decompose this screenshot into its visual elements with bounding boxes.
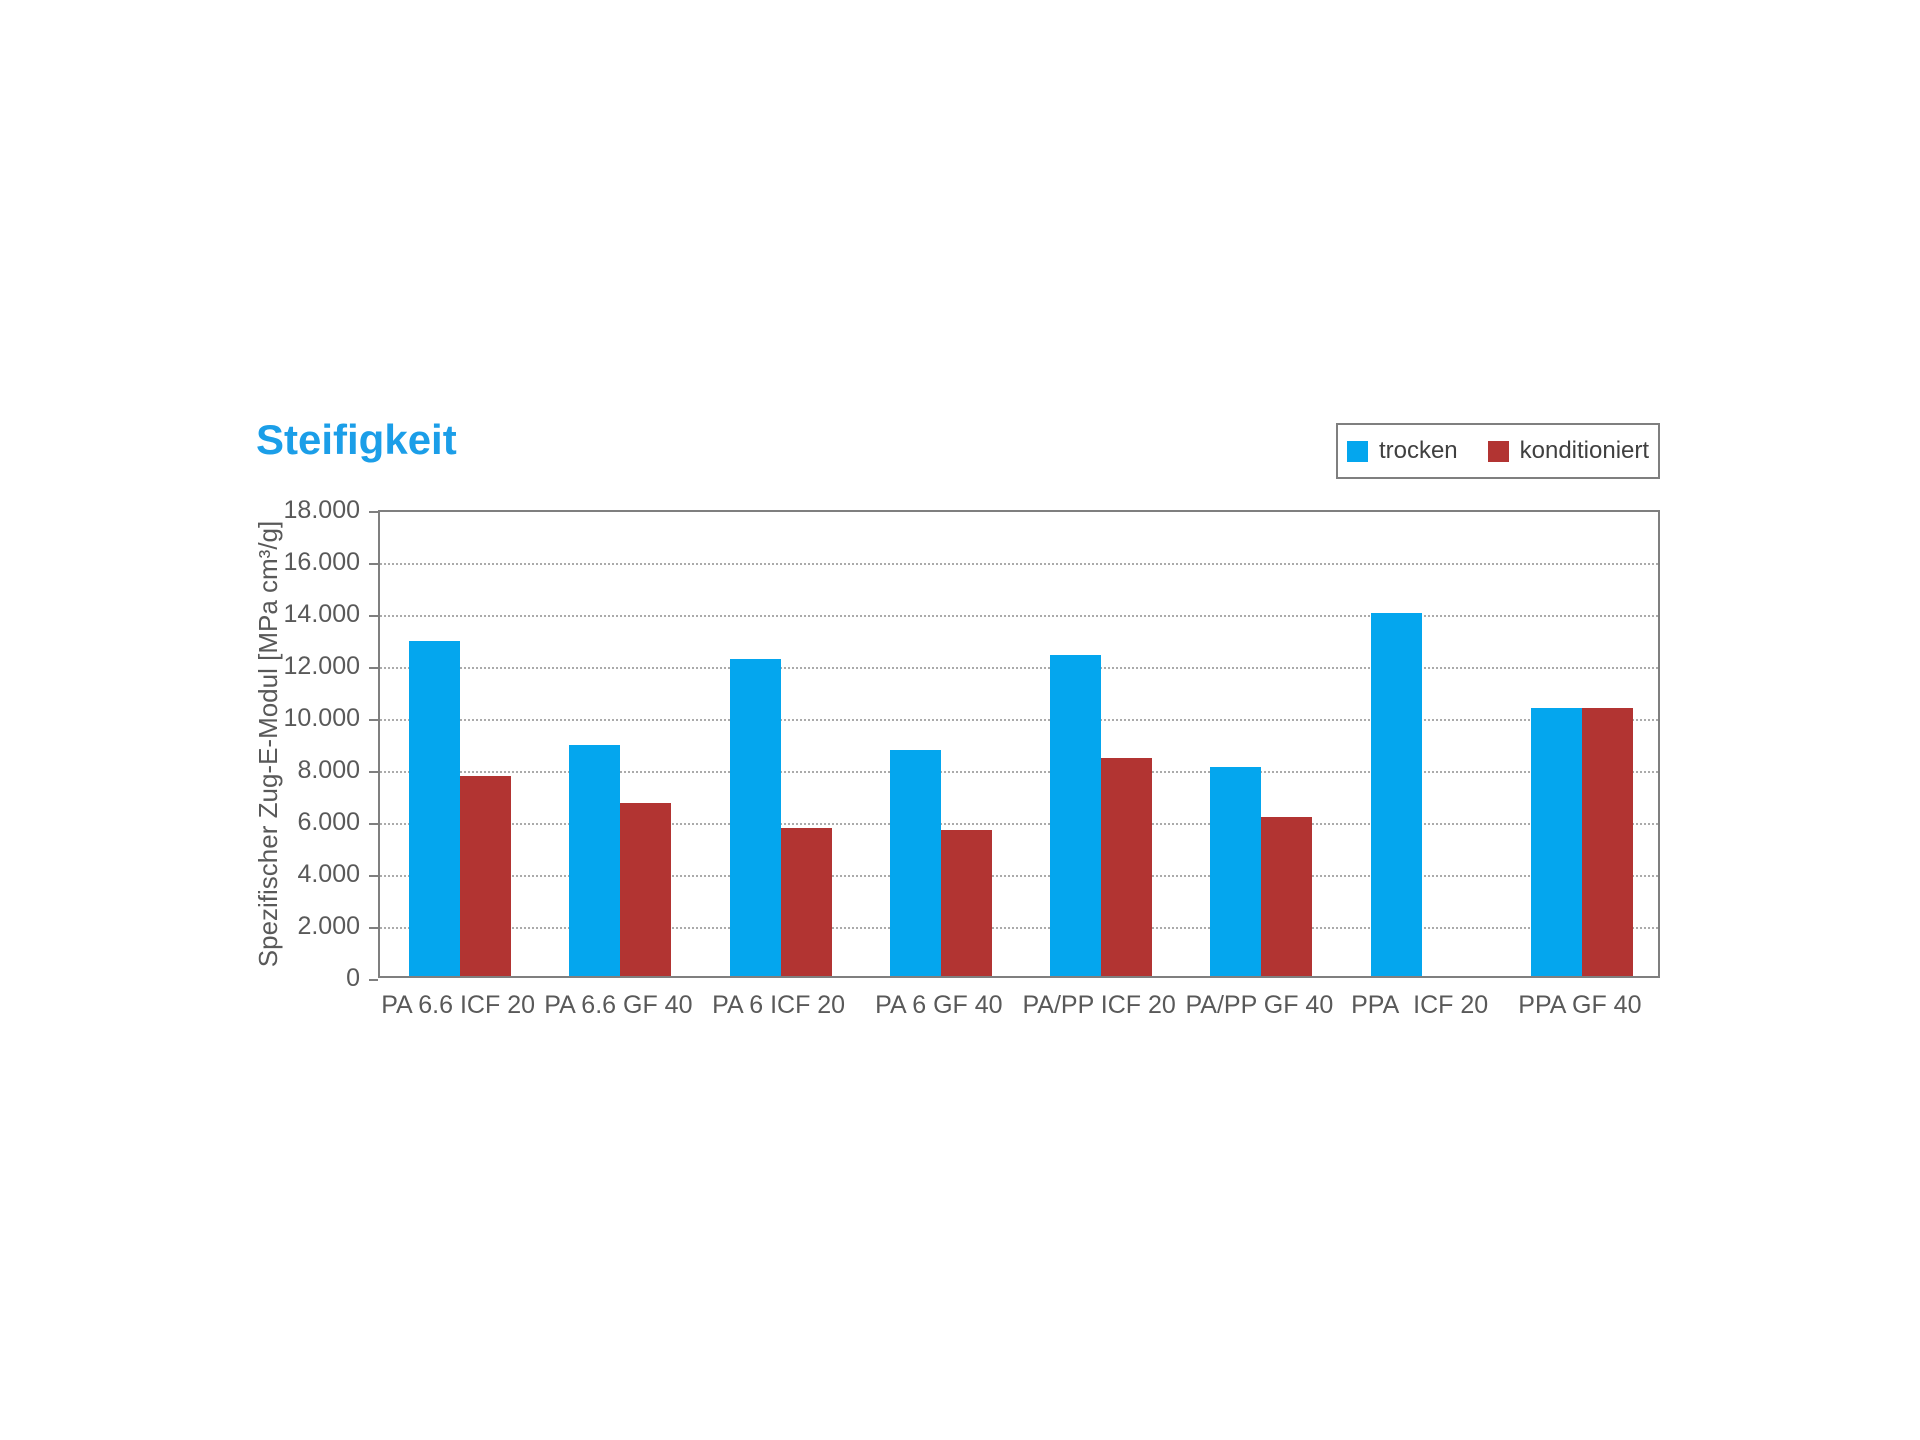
bar-trocken: [729, 658, 781, 976]
y-tick-label: 6.000: [297, 808, 360, 836]
y-tick: [369, 771, 378, 773]
gridline: [380, 823, 1658, 825]
bar-konditioniert: [620, 803, 672, 976]
bar-trocken: [1370, 613, 1422, 976]
bar-konditioniert: [1101, 757, 1153, 976]
gridline: [380, 719, 1658, 721]
bar-trocken: [1050, 654, 1102, 976]
y-tick: [369, 979, 378, 981]
y-tick-label: 16.000: [283, 548, 360, 576]
y-tick: [369, 875, 378, 877]
x-category-label: PA 6 ICF 20: [712, 991, 846, 1019]
y-tick-label: 18.000: [283, 496, 360, 524]
bar-trocken: [1210, 766, 1262, 976]
y-tick-label: 8.000: [297, 756, 360, 784]
y-tick: [369, 823, 378, 825]
bar-konditioniert: [460, 775, 512, 976]
gridline: [380, 615, 1658, 617]
y-tick: [369, 563, 378, 565]
y-tick: [369, 511, 378, 513]
legend: trocken konditioniert: [1336, 423, 1660, 479]
bar-trocken: [889, 749, 941, 976]
legend-entry-konditioniert: konditioniert: [1487, 437, 1650, 465]
x-category-label: PA 6.6 GF 40: [544, 991, 693, 1019]
y-tick: [369, 667, 378, 669]
y-tick-label: 10.000: [283, 704, 360, 732]
legend-label-konditioniert: konditioniert: [1519, 437, 1650, 464]
bar-konditioniert: [780, 827, 832, 976]
y-tick-label: 12.000: [283, 652, 360, 680]
legend-label-trocken: trocken: [1378, 437, 1458, 464]
bar-trocken: [409, 640, 461, 976]
x-category-label: PPA ICF 20: [1351, 991, 1489, 1019]
gridline: [380, 771, 1658, 773]
y-tick-label: 14.000: [283, 600, 360, 628]
bar-konditioniert: [1261, 817, 1313, 976]
x-category-label: PA 6 GF 40: [875, 991, 1003, 1019]
y-tick: [369, 927, 378, 929]
legend-swatch-trocken-icon: [1346, 440, 1368, 462]
y-tick: [369, 719, 378, 721]
x-category-label: PA/PP GF 40: [1185, 991, 1334, 1019]
y-tick: [369, 615, 378, 617]
x-category-label: PA 6.6 ICF 20: [381, 991, 536, 1019]
bar-konditioniert: [1581, 708, 1633, 976]
gridline: [380, 667, 1658, 669]
y-tick-label: 0: [346, 964, 360, 992]
x-category-label: PPA GF 40: [1518, 991, 1642, 1019]
gridline: [380, 563, 1658, 565]
bar-trocken: [569, 744, 621, 976]
y-tick-label: 4.000: [297, 860, 360, 888]
plot-area: [369, 510, 1660, 981]
legend-swatch-konditioniert-icon: [1487, 440, 1509, 462]
x-category-label: PA/PP ICF 20: [1022, 991, 1176, 1019]
chart-title: Steifigkeit: [256, 416, 457, 463]
bar-konditioniert: [940, 830, 992, 976]
gridline: [380, 875, 1658, 877]
y-tick-label: 2.000: [297, 912, 360, 940]
legend-entry-trocken: trocken: [1346, 437, 1458, 465]
bar-trocken: [1530, 708, 1582, 976]
gridline: [380, 927, 1658, 929]
